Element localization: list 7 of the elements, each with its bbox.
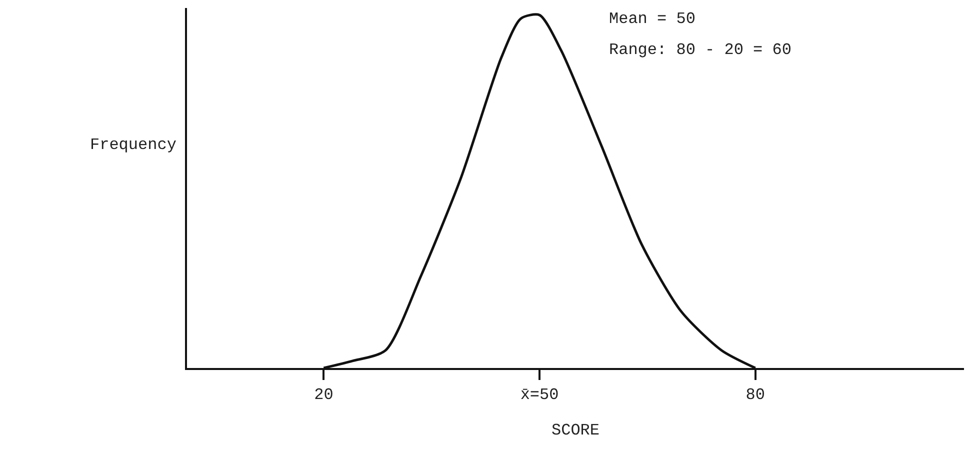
x-tick-label: 80 [746,386,765,404]
x-tick-label: 20 [314,386,334,404]
x-axis-title: SCORE [551,421,600,440]
annotation: Mean = 50 [609,10,696,28]
annotation: Range: 80 - 20 = 60 [609,41,792,59]
x-tick-label: x̄=50 [520,386,559,404]
y-axis-title: Frequency [90,136,177,154]
